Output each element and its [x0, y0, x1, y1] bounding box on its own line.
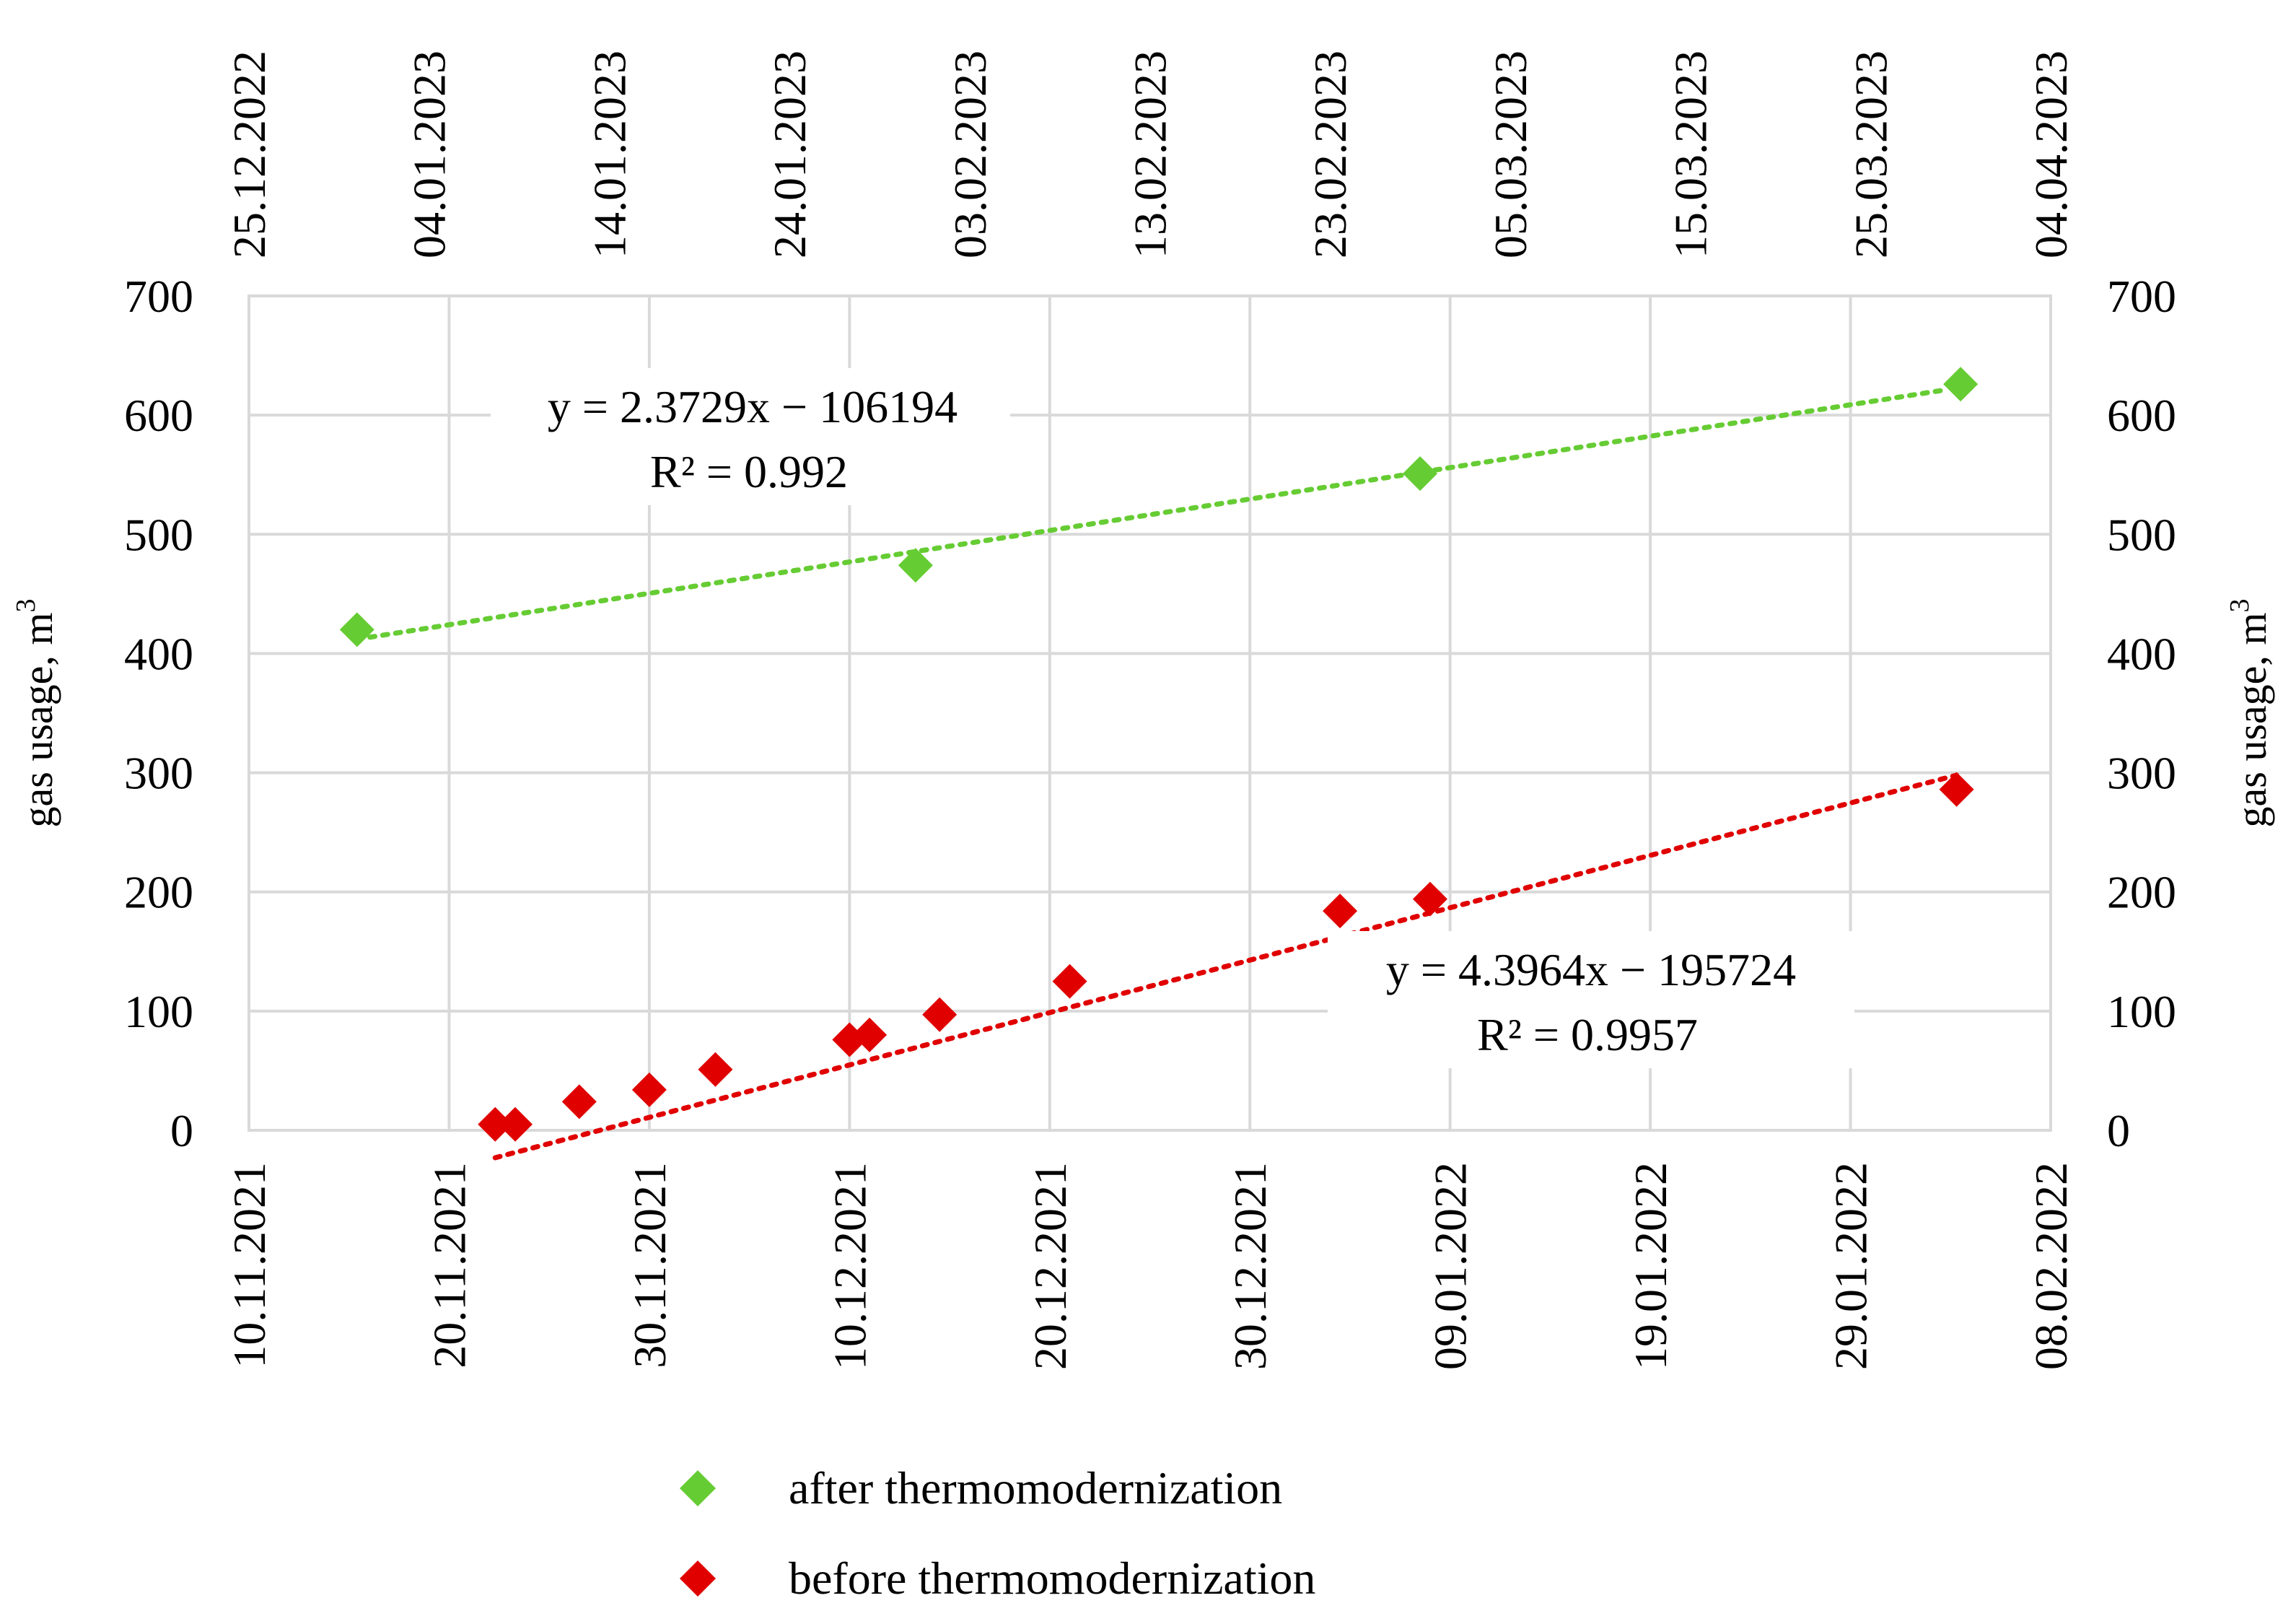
- x-tick-top: 05.03.2023: [1485, 51, 1536, 258]
- y-tick-right: 100: [2107, 986, 2176, 1037]
- point-before: [922, 997, 958, 1032]
- equation-before: y = 4.3964x − 195724: [1386, 944, 1796, 995]
- tick-labels: 0 0 100 100 200 200 300 300 400 400 500 500 600 600 70…: [124, 51, 2176, 1370]
- y-tick-right: 200: [2107, 867, 2176, 918]
- point-before: [1052, 964, 1087, 999]
- x-tick-bottom: 20.12.2021: [1025, 1162, 1076, 1370]
- point-after: [1403, 456, 1438, 492]
- x-tick-top: 04.01.2023: [404, 51, 455, 258]
- y-tick-right: 600: [2107, 390, 2176, 441]
- legend-item-before: before thermomodernization: [680, 1553, 1315, 1604]
- x-tick-top: 03.02.2023: [945, 51, 996, 258]
- data-points: [339, 367, 1979, 1142]
- point-after: [1943, 367, 1979, 402]
- x-tick-bottom: 29.01.2022: [1826, 1162, 1877, 1370]
- y-axis-title-left: gas usage, m3: [11, 599, 61, 828]
- x-tick-top: 14.01.2023: [584, 51, 635, 258]
- x-tick-bottom: 10.11.2021: [224, 1162, 275, 1368]
- x-tick-top: 24.01.2023: [764, 51, 815, 258]
- legend-item-after: after thermomodernization: [680, 1462, 1282, 1514]
- y-tick-left: 600: [124, 390, 193, 441]
- y-tick-left: 400: [124, 628, 193, 679]
- x-tick-bottom: 19.01.2022: [1625, 1162, 1676, 1370]
- point-before: [1412, 881, 1447, 917]
- point-after: [898, 548, 933, 583]
- x-tick-top: 25.12.2022: [224, 51, 275, 258]
- y-tick-left: 200: [124, 867, 193, 918]
- plot-area-border: [247, 294, 2052, 1132]
- y-axis-title-right: gas usage, m3: [2225, 599, 2275, 828]
- point-before: [631, 1072, 667, 1107]
- legend-label-after: after thermomodernization: [789, 1462, 1282, 1514]
- x-tick-bottom: 30.11.2021: [624, 1162, 675, 1368]
- point-before: [852, 1017, 888, 1052]
- equation-after: y = 2.3729x − 106194: [548, 381, 958, 432]
- x-tick-top: 23.02.2023: [1305, 51, 1356, 258]
- point-before: [498, 1106, 533, 1142]
- x-tick-bottom: 09.01.2022: [1425, 1162, 1476, 1370]
- y-tick-left: 500: [124, 509, 193, 560]
- x-tick-bottom: 08.02.2022: [2025, 1162, 2077, 1370]
- trendlines: [354, 388, 1960, 1161]
- x-tick-bottom: 10.12.2021: [824, 1162, 875, 1370]
- y-tick-right: 500: [2107, 509, 2176, 560]
- y-tick-left: 0: [170, 1105, 193, 1156]
- x-tick-top: 13.02.2023: [1125, 51, 1176, 258]
- trendline-before: [492, 772, 1960, 1161]
- equation-label-after: y = 2.3729x − 106194 R² = 0.992: [491, 368, 1010, 505]
- legend: after thermomodernization before thermom…: [680, 1462, 1315, 1604]
- point-before: [478, 1106, 513, 1142]
- x-tick-top: 04.04.2023: [2025, 51, 2077, 258]
- y-tick-right: 300: [2107, 748, 2176, 799]
- point-before: [1323, 894, 1358, 929]
- r2-before: R² = 0.9957: [1477, 1009, 1698, 1060]
- x-tick-top: 25.03.2023: [1845, 51, 1896, 258]
- equation-label-before: y = 4.3964x − 195724 R² = 0.9957: [1328, 931, 1854, 1068]
- point-before: [561, 1084, 597, 1119]
- y-tick-left: 100: [124, 986, 193, 1037]
- point-before: [698, 1052, 733, 1087]
- x-tick-bottom: 30.12.2021: [1224, 1162, 1276, 1370]
- legend-marker-before: [680, 1560, 716, 1597]
- x-tick-bottom: 20.11.2021: [424, 1162, 475, 1368]
- y-tick-left: 300: [124, 748, 193, 799]
- legend-marker-after: [680, 1470, 716, 1506]
- y-tick-right: 700: [2107, 271, 2176, 322]
- y-tick-right: 400: [2107, 628, 2176, 679]
- r2-after: R² = 0.992: [650, 446, 848, 497]
- legend-label-before: before thermomodernization: [789, 1553, 1315, 1604]
- trendline-after: [354, 388, 1945, 642]
- point-after: [339, 612, 374, 647]
- y-tick-right: 0: [2107, 1105, 2130, 1156]
- x-tick-top: 15.03.2023: [1665, 51, 1717, 258]
- point-before: [1939, 772, 1974, 807]
- y-tick-left: 700: [124, 271, 193, 322]
